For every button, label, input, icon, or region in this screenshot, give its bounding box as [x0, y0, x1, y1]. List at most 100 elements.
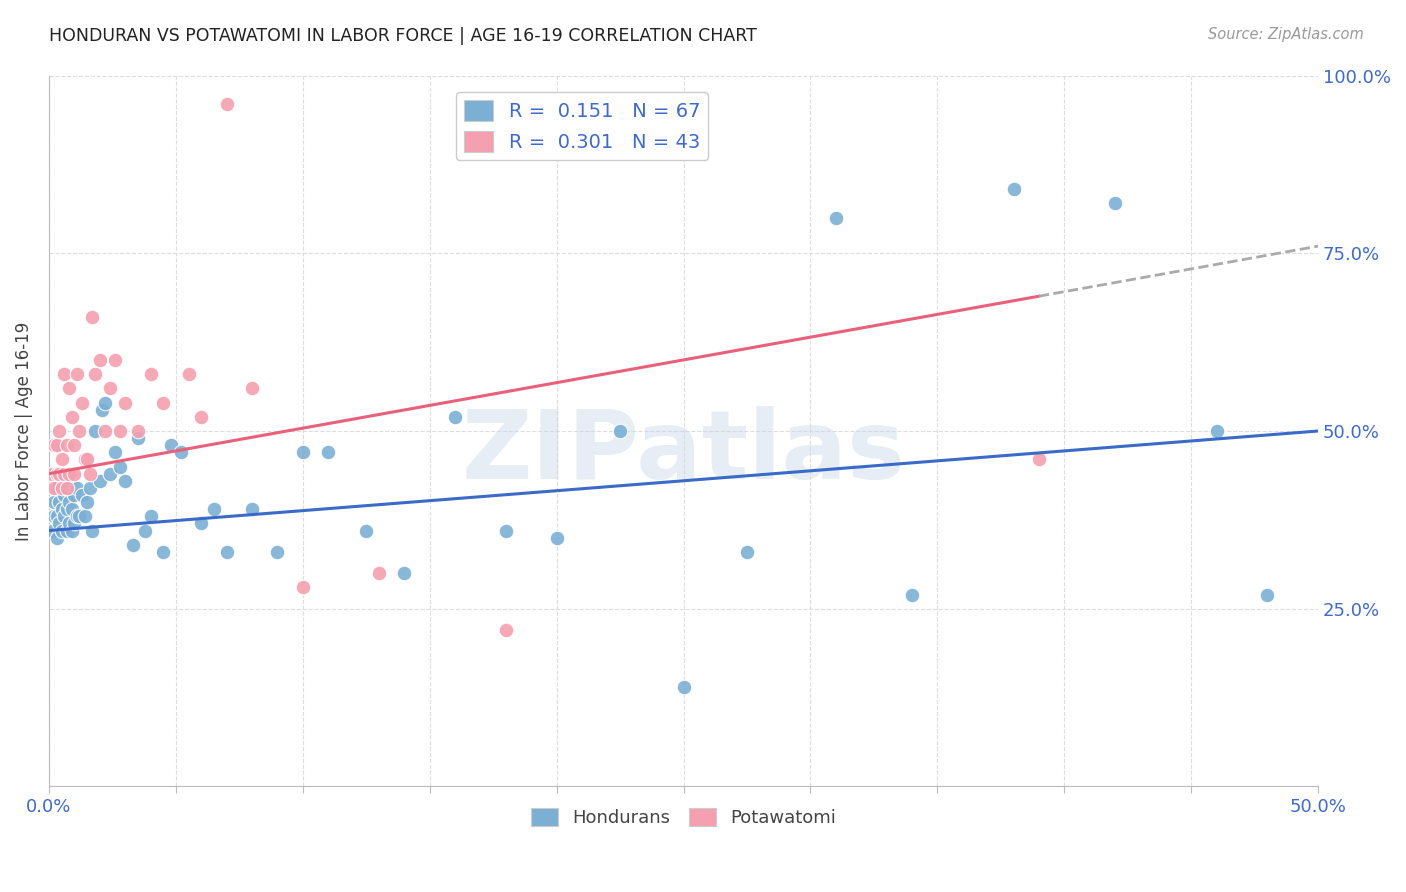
Point [98, 467, 121, 481]
Point [45, 509, 67, 524]
Point [240, 381, 263, 395]
Point [1256, 588, 1278, 602]
Point [83, 424, 105, 438]
Point [291, 445, 314, 459]
Point [48, 516, 70, 531]
Point [266, 545, 288, 559]
Point [94, 424, 117, 438]
Point [215, 545, 238, 559]
Point [139, 367, 162, 381]
Point [495, 623, 517, 637]
Point [51, 452, 73, 467]
Point [1104, 196, 1126, 211]
Point [76, 495, 98, 509]
Point [79, 467, 101, 481]
Point [202, 502, 225, 516]
Point [60, 524, 83, 538]
Point [152, 545, 174, 559]
Point [1028, 452, 1050, 467]
Point [63, 516, 86, 531]
Point [53, 488, 76, 502]
Point [41, 524, 63, 538]
Point [66, 509, 89, 524]
Point [735, 545, 758, 559]
Point [55, 438, 77, 452]
Point [42, 509, 65, 524]
Point [82, 524, 104, 538]
Point [190, 409, 212, 424]
Point [108, 424, 131, 438]
Point [356, 524, 378, 538]
Point [824, 211, 846, 225]
Point [104, 445, 127, 459]
Point [495, 524, 517, 538]
Point [170, 445, 193, 459]
Point [41, 467, 63, 481]
Point [215, 97, 238, 112]
Point [48, 474, 70, 488]
Point [66, 367, 89, 381]
Point [58, 381, 80, 395]
Point [73, 452, 96, 467]
Point [114, 474, 136, 488]
Point [394, 566, 416, 581]
Point [48, 495, 70, 509]
Point [45, 531, 67, 545]
Point [901, 588, 924, 602]
Point [291, 581, 314, 595]
Point [58, 495, 80, 509]
Point [48, 467, 70, 481]
Point [159, 438, 181, 452]
Point [89, 474, 111, 488]
Point [121, 538, 143, 552]
Point [70, 395, 93, 409]
Point [51, 524, 73, 538]
Point [51, 502, 73, 516]
Y-axis label: In Labor Force | Age 16-19: In Labor Force | Age 16-19 [15, 321, 32, 541]
Point [67, 424, 90, 438]
Point [53, 509, 76, 524]
Point [134, 524, 156, 538]
Point [55, 524, 77, 538]
Point [45, 467, 67, 481]
Point [45, 481, 67, 495]
Point [89, 352, 111, 367]
Point [66, 481, 89, 495]
Point [55, 474, 77, 488]
Point [83, 367, 105, 381]
Point [139, 509, 162, 524]
Point [42, 495, 65, 509]
Point [67, 509, 90, 524]
Point [91, 402, 114, 417]
Point [70, 488, 93, 502]
Point [51, 481, 73, 495]
Point [444, 409, 467, 424]
Point [58, 467, 80, 481]
Point [672, 680, 695, 694]
Point [609, 424, 631, 438]
Point [60, 502, 83, 516]
Point [79, 481, 101, 495]
Text: HONDURAN VS POTAWATOMI IN LABOR FORCE | AGE 16-19 CORRELATION CHART: HONDURAN VS POTAWATOMI IN LABOR FORCE | … [49, 27, 756, 45]
Point [42, 481, 65, 495]
Point [82, 310, 104, 325]
Point [63, 488, 86, 502]
Point [45, 438, 67, 452]
Point [546, 531, 568, 545]
Text: ZIPatlas: ZIPatlas [461, 406, 905, 499]
Point [55, 481, 77, 495]
Point [114, 395, 136, 409]
Point [58, 516, 80, 531]
Point [76, 452, 98, 467]
Point [177, 367, 200, 381]
Point [190, 516, 212, 531]
Point [63, 467, 86, 481]
Point [63, 438, 86, 452]
Point [53, 467, 76, 481]
Point [48, 424, 70, 438]
Point [127, 431, 149, 445]
Point [368, 566, 391, 581]
Point [55, 502, 77, 516]
Point [316, 445, 339, 459]
Point [240, 502, 263, 516]
